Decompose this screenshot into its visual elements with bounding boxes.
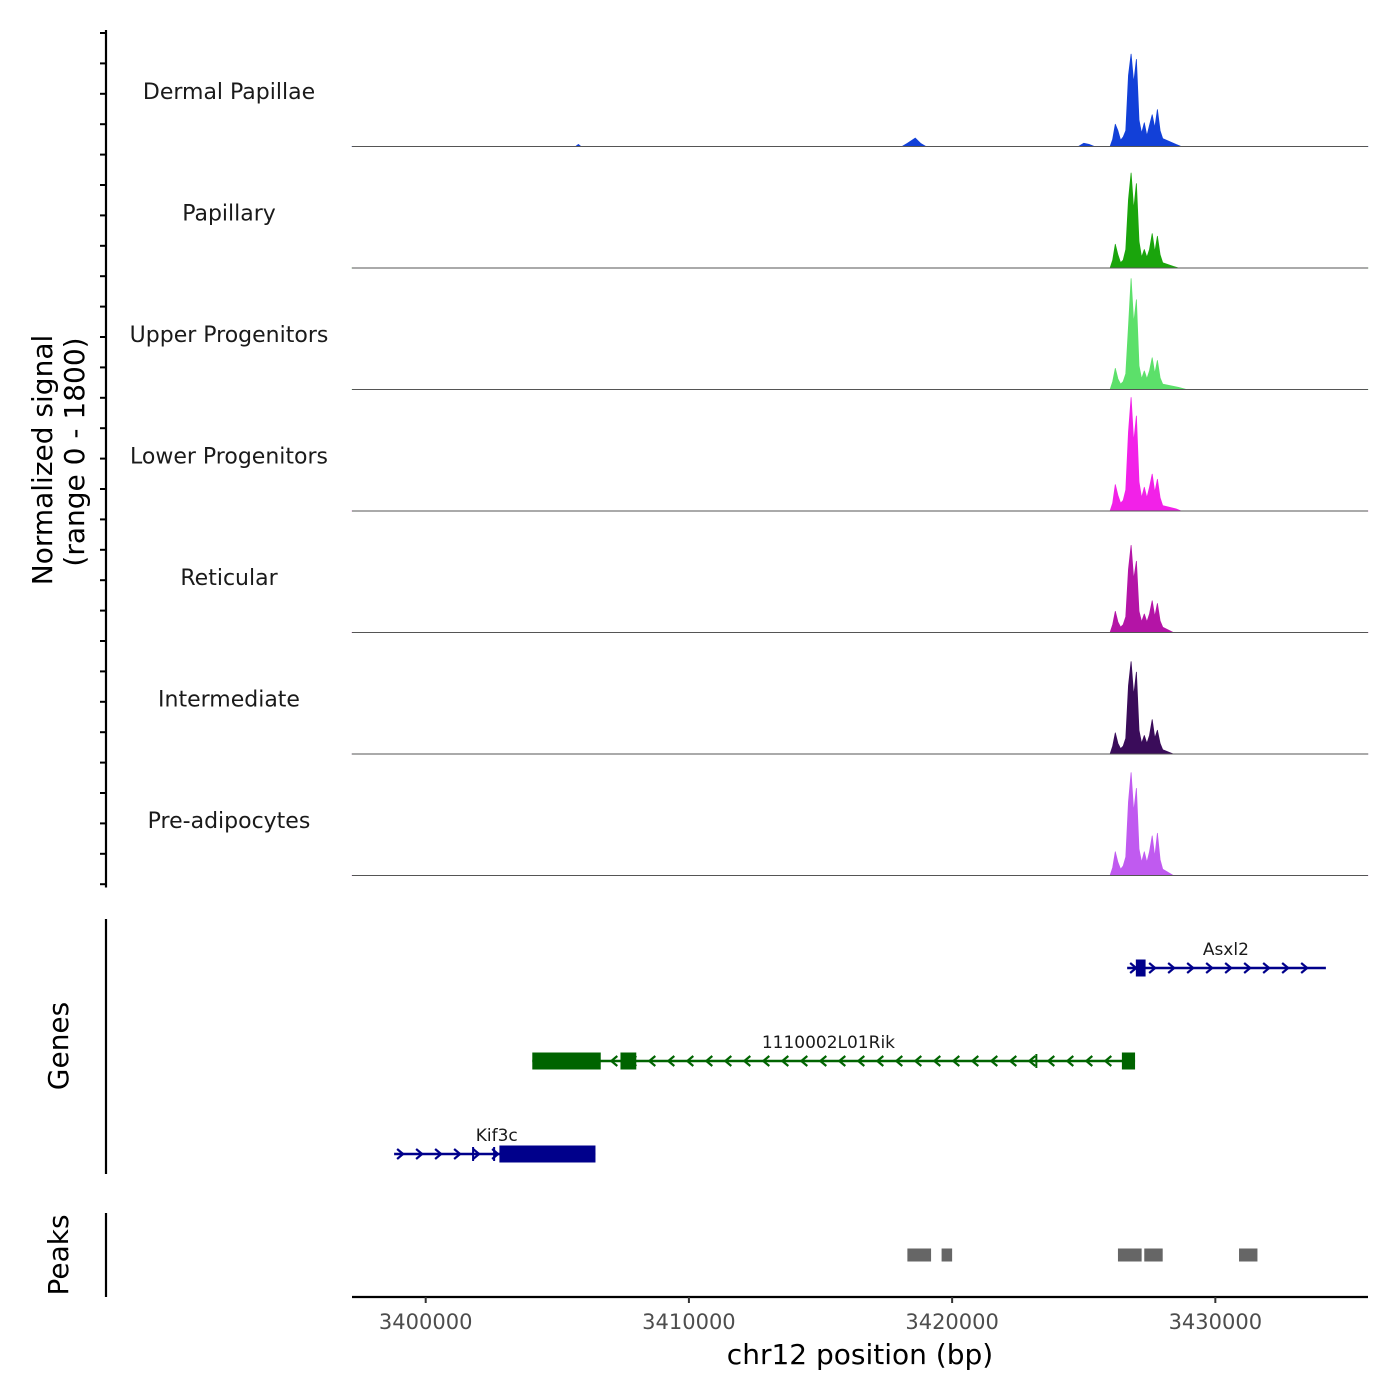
gene-strand-chevron [799, 1055, 809, 1067]
genes-axis-title: Genes [42, 1002, 75, 1090]
gene-strand-chevron [837, 1055, 847, 1067]
left-axes [100, 30, 108, 1297]
peaks-axis-title: Peaks [42, 1214, 75, 1295]
track-label: Intermediate [158, 688, 300, 713]
coverage-area-lower-progenitors [351, 397, 1369, 512]
peak-region [1239, 1248, 1258, 1262]
track-label: Papillary [182, 202, 276, 227]
gene-layer: Asxl2 1110002L01Rik Kif3c [394, 940, 1326, 1163]
track-labels: Dermal Papillae Papillary Upper Progenitor… [130, 80, 329, 834]
track-label: Upper Progenitors [130, 323, 329, 348]
x-tick-label: 3400000 [379, 1310, 473, 1334]
gene-strand-chevron [1148, 962, 1157, 974]
gene-strand-chevron [932, 1055, 942, 1067]
gene-strand-chevron [856, 1055, 866, 1067]
gene-strand-chevron [913, 1055, 923, 1067]
gene-label: 1110002L01Rik [762, 1033, 895, 1053]
peak-region [907, 1248, 932, 1262]
gene-strand-chevron [1262, 962, 1271, 974]
gene-strand-chevron [472, 1148, 481, 1160]
gene-strand-chevron [780, 1055, 790, 1067]
gene-strand-chevron [1065, 1055, 1075, 1067]
gene-strand-chevron [685, 1055, 695, 1067]
gene-strand-chevron [742, 1055, 752, 1067]
gene-strand-chevron [894, 1055, 904, 1067]
gene-strand-chevron [1281, 962, 1290, 974]
peak-layer [907, 1248, 1258, 1262]
coverage-area-dermal-papillae [351, 53, 1369, 147]
track-label: Reticular [180, 566, 278, 591]
gene-strand-chevron [818, 1055, 828, 1067]
gene-kif3c: Kif3c [394, 1126, 596, 1163]
gene-strand-chevron [415, 1148, 424, 1160]
gene-exon [532, 1052, 601, 1070]
x-tick-label: 3430000 [1169, 1310, 1263, 1334]
gene-exon [1121, 1052, 1136, 1070]
coverage-area-papillary [351, 172, 1369, 269]
track-label: Lower Progenitors [130, 445, 328, 470]
gene-exon [499, 1145, 596, 1163]
peak-region [1117, 1248, 1142, 1262]
gene-strand-chevron [761, 1055, 771, 1067]
gene-strand-chevron [1224, 962, 1233, 974]
peak-region [941, 1248, 953, 1262]
gene-asxl2: Asxl2 [1127, 940, 1326, 977]
x-axis-title: chr12 position (bp) [727, 1338, 993, 1371]
gene-strand-chevron [1008, 1055, 1018, 1067]
gene-1110002l01rik: 1110002L01Rik [532, 1033, 1136, 1070]
gene-strand-chevron [1027, 1055, 1037, 1067]
gene-strand-chevron [1084, 1055, 1094, 1067]
gene-strand-chevron [989, 1055, 999, 1067]
gene-strand-chevron [1167, 962, 1176, 974]
gene-label: Kif3c [476, 1126, 518, 1146]
gene-strand-chevron [704, 1055, 714, 1067]
gene-strand-chevron [453, 1148, 462, 1160]
gene-exon [1135, 959, 1146, 977]
x-tick-label: 3420000 [905, 1310, 999, 1334]
gene-exon [620, 1052, 637, 1070]
coverage-area-intermediate [351, 661, 1369, 755]
gene-strand-chevron [647, 1055, 657, 1067]
gene-strand-chevron [434, 1148, 443, 1160]
gene-strand-chevron [1046, 1055, 1056, 1067]
gene-strand-chevron [1205, 962, 1214, 974]
gene-strand-chevron [666, 1055, 676, 1067]
track-label: Pre-adipocytes [148, 809, 311, 834]
gene-strand-chevron [875, 1055, 885, 1067]
gene-strand-chevron [1300, 962, 1309, 974]
coverage-area-reticular [351, 545, 1369, 633]
gene-strand-chevron [951, 1055, 961, 1067]
x-tick-label: 3410000 [642, 1310, 736, 1334]
y-axis-title-line1: Normalized signal [26, 335, 59, 586]
x-axis: 3400000 3410000 3420000 3430000 [352, 1295, 1368, 1334]
gene-strand-chevron [970, 1055, 980, 1067]
y-axis-title-line2: (range 0 - 1800) [58, 337, 91, 566]
gene-strand-chevron [1103, 1055, 1113, 1067]
gene-strand-chevron [723, 1055, 733, 1067]
coverage-area-upper-progenitors [351, 278, 1369, 390]
gene-strand-chevron [1186, 962, 1195, 974]
coverage-area-pre-adipocytes [351, 772, 1369, 876]
gene-strand-chevron [396, 1148, 405, 1160]
gene-strand-chevron [609, 1055, 619, 1067]
track-label: Dermal Papillae [143, 80, 315, 105]
gene-strand-chevron [1243, 962, 1252, 974]
track-areas [351, 53, 1369, 876]
peak-region [1144, 1248, 1163, 1262]
gene-label: Asxl2 [1203, 940, 1249, 960]
